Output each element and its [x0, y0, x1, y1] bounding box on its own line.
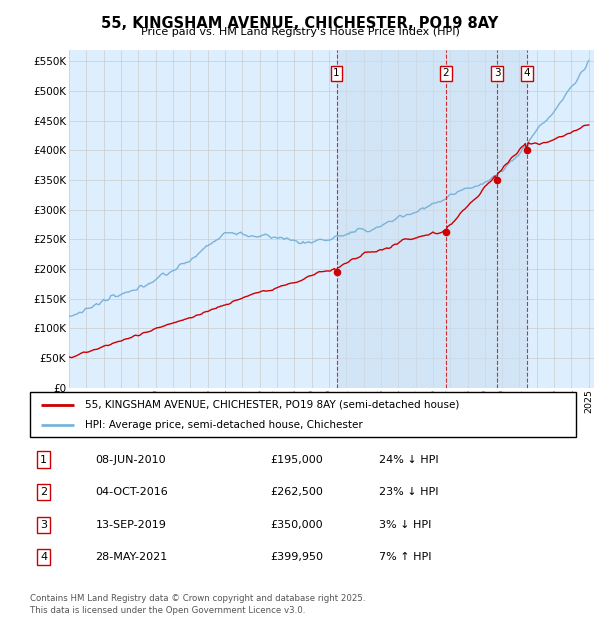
- Text: Price paid vs. HM Land Registry's House Price Index (HPI): Price paid vs. HM Land Registry's House …: [140, 27, 460, 37]
- Text: 1: 1: [40, 454, 47, 464]
- Text: 23% ↓ HPI: 23% ↓ HPI: [379, 487, 439, 497]
- Bar: [337, 50, 527, 388]
- Text: 13-SEP-2019: 13-SEP-2019: [95, 520, 166, 529]
- Text: 55, KINGSHAM AVENUE, CHICHESTER, PO19 8AY: 55, KINGSHAM AVENUE, CHICHESTER, PO19 8A…: [101, 16, 499, 30]
- Point: [522, 146, 532, 156]
- Text: 3: 3: [40, 520, 47, 529]
- Text: £350,000: £350,000: [270, 520, 323, 529]
- Text: £262,500: £262,500: [270, 487, 323, 497]
- Text: £195,000: £195,000: [270, 454, 323, 464]
- Text: 7% ↑ HPI: 7% ↑ HPI: [379, 552, 432, 562]
- Text: 1: 1: [333, 68, 340, 78]
- Text: 28-MAY-2021: 28-MAY-2021: [95, 552, 168, 562]
- Text: HPI: Average price, semi-detached house, Chichester: HPI: Average price, semi-detached house,…: [85, 420, 362, 430]
- Text: 55, KINGSHAM AVENUE, CHICHESTER, PO19 8AY (semi-detached house): 55, KINGSHAM AVENUE, CHICHESTER, PO19 8A…: [85, 399, 459, 410]
- Text: 3: 3: [494, 68, 500, 78]
- Text: 2: 2: [443, 68, 449, 78]
- Text: 08-JUN-2010: 08-JUN-2010: [95, 454, 166, 464]
- Text: £399,950: £399,950: [270, 552, 323, 562]
- Point: [441, 227, 451, 237]
- Text: 4: 4: [40, 552, 47, 562]
- Point: [332, 267, 341, 277]
- Text: Contains HM Land Registry data © Crown copyright and database right 2025.
This d: Contains HM Land Registry data © Crown c…: [30, 594, 365, 615]
- Text: 3% ↓ HPI: 3% ↓ HPI: [379, 520, 432, 529]
- FancyBboxPatch shape: [30, 392, 576, 437]
- Text: 24% ↓ HPI: 24% ↓ HPI: [379, 454, 439, 464]
- Text: 2: 2: [40, 487, 47, 497]
- Point: [492, 175, 502, 185]
- Text: 04-OCT-2016: 04-OCT-2016: [95, 487, 168, 497]
- Text: 4: 4: [523, 68, 530, 78]
